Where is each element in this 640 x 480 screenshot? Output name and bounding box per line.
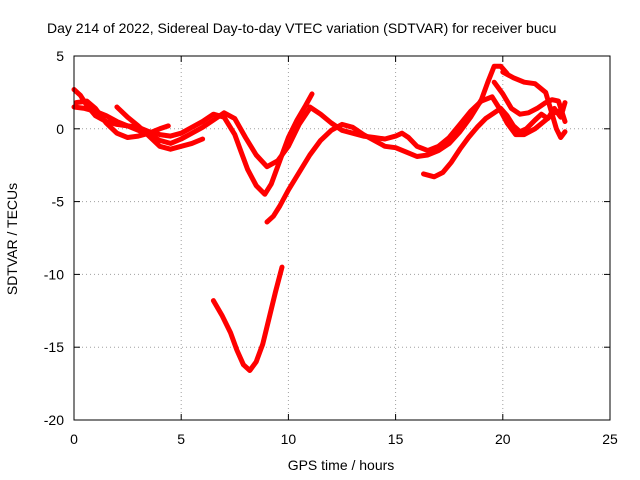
- y-tick-label: -20: [44, 412, 64, 428]
- chart-title: Day 214 of 2022, Sidereal Day-to-day VTE…: [47, 20, 556, 36]
- series-line-segment-6: [307, 94, 566, 154]
- series-line-segment-5: [264, 63, 510, 225]
- x-tick-label: 15: [388, 431, 404, 447]
- series-line-segment-10: [210, 264, 285, 373]
- x-tick-labels: 0 5 10 15 20 25: [70, 431, 618, 447]
- x-axis-label: GPS time / hours: [288, 457, 395, 473]
- series-line-segment-8: [491, 79, 568, 124]
- series-line-segment-1: [71, 87, 315, 197]
- x-tick-label: 5: [177, 431, 185, 447]
- x-tick-label: 20: [495, 431, 511, 447]
- y-tick-label: 0: [56, 121, 64, 137]
- y-axis-label: SDTVAR / TECUs: [4, 183, 20, 295]
- series-line-segment-7: [421, 100, 568, 180]
- y-tick-label: -10: [44, 266, 64, 282]
- y-tick-label: 5: [56, 48, 64, 64]
- y-tick-label: -15: [44, 339, 64, 355]
- data-series: [71, 63, 568, 373]
- plot-frame: [73, 55, 611, 421]
- x-tick-label: 10: [281, 431, 297, 447]
- x-tick-label: 0: [70, 431, 78, 447]
- series-line-segment-3: [73, 98, 171, 140]
- y-tick-label: -5: [52, 194, 65, 210]
- series-line-segment-2: [71, 104, 313, 170]
- y-tick-labels: -20 -15 -10 -5 0 5: [44, 48, 64, 428]
- series-line-segment-9: [500, 69, 568, 140]
- x-tick-label: 25: [602, 431, 618, 447]
- series-line-segment-4: [114, 104, 206, 152]
